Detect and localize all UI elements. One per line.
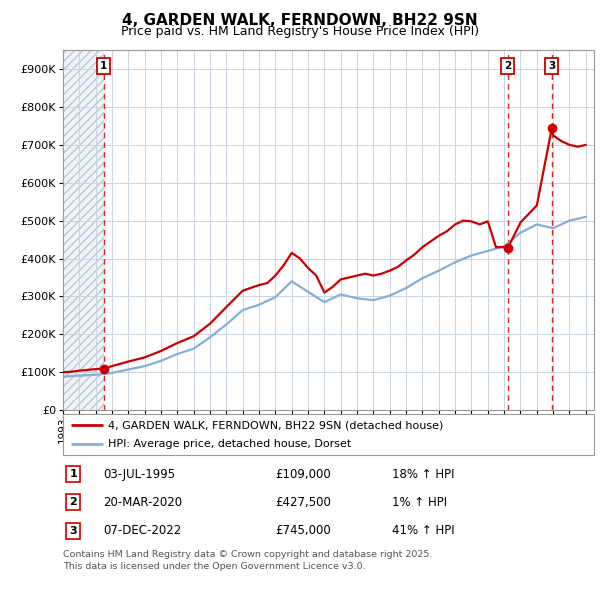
Text: 20-MAR-2020: 20-MAR-2020 [103, 496, 182, 509]
Text: £427,500: £427,500 [275, 496, 331, 509]
FancyBboxPatch shape [63, 414, 594, 455]
Text: 4, GARDEN WALK, FERNDOWN, BH22 9SN: 4, GARDEN WALK, FERNDOWN, BH22 9SN [122, 13, 478, 28]
Text: 2: 2 [504, 61, 511, 71]
Text: Price paid vs. HM Land Registry's House Price Index (HPI): Price paid vs. HM Land Registry's House … [121, 25, 479, 38]
Text: 18% ↑ HPI: 18% ↑ HPI [392, 468, 455, 481]
Text: 4, GARDEN WALK, FERNDOWN, BH22 9SN (detached house): 4, GARDEN WALK, FERNDOWN, BH22 9SN (deta… [108, 420, 443, 430]
Text: 3: 3 [548, 61, 556, 71]
Text: 07-DEC-2022: 07-DEC-2022 [103, 525, 181, 537]
Text: Contains HM Land Registry data © Crown copyright and database right 2025.
This d: Contains HM Land Registry data © Crown c… [63, 550, 433, 571]
Text: HPI: Average price, detached house, Dorset: HPI: Average price, detached house, Dors… [108, 440, 352, 450]
Text: 2: 2 [70, 497, 77, 507]
Text: 1% ↑ HPI: 1% ↑ HPI [392, 496, 448, 509]
Text: 03-JUL-1995: 03-JUL-1995 [103, 468, 175, 481]
Text: 41% ↑ HPI: 41% ↑ HPI [392, 525, 455, 537]
Text: £745,000: £745,000 [275, 525, 331, 537]
Text: £109,000: £109,000 [275, 468, 331, 481]
Text: 1: 1 [70, 469, 77, 479]
Text: 1: 1 [100, 61, 107, 71]
Text: 3: 3 [70, 526, 77, 536]
